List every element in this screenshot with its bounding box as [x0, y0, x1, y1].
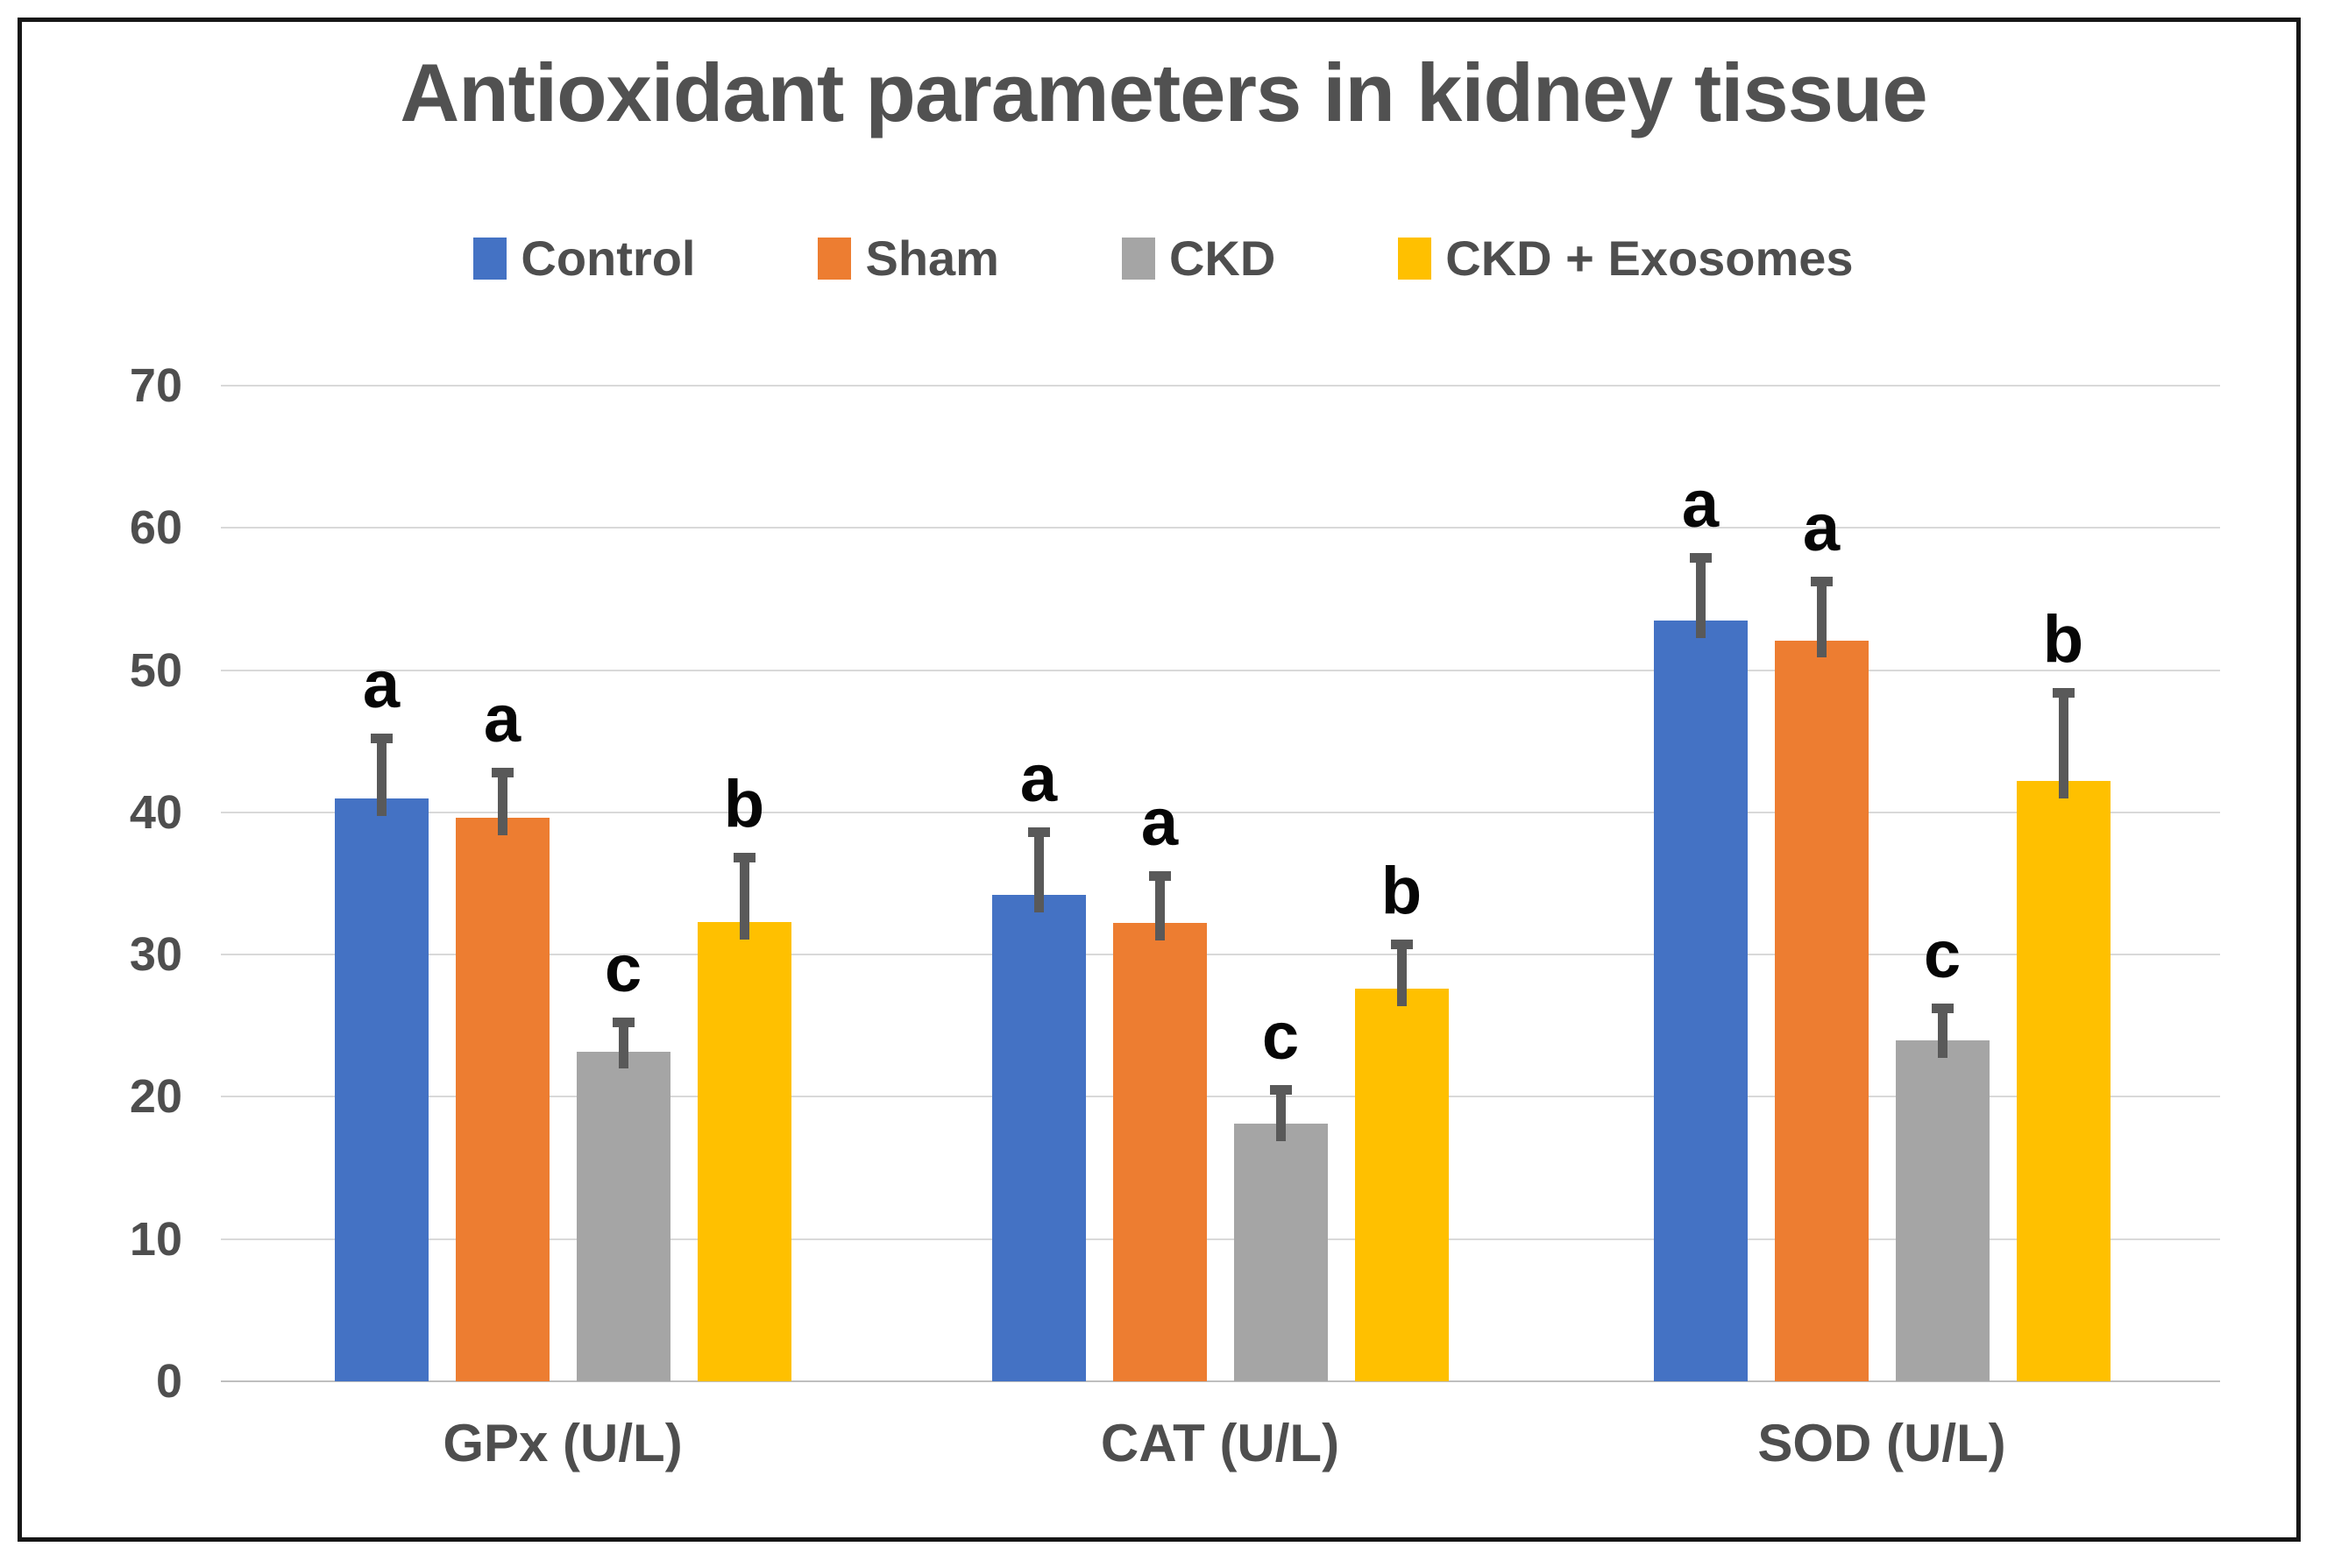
- bar-ckd-exosomes-gpx: [697, 921, 791, 1381]
- error-bar-cap: [1810, 577, 1833, 587]
- gridline-y-60: [221, 527, 2220, 529]
- y-tick-label-30: 30: [129, 928, 182, 982]
- y-tick-label-10: 10: [129, 1212, 182, 1266]
- bar-ckd-exosomes-cat: [1354, 989, 1449, 1381]
- error-bar-line: [739, 861, 749, 940]
- chart-title: Antioxidant parameters in kidney tissue: [400, 46, 1927, 138]
- error-bar-cap: [1269, 1084, 1292, 1095]
- error-bar-line: [376, 741, 387, 816]
- gridline-y-40: [221, 811, 2220, 813]
- bar-control-cat: [991, 894, 1086, 1381]
- category-label-sod: SOD (U/L): [1757, 1414, 2006, 1472]
- y-tick-label-60: 60: [129, 501, 182, 555]
- error-bar-cap: [733, 853, 756, 863]
- y-tick-label-0: 0: [155, 1355, 182, 1408]
- error-bar-cap: [612, 1018, 635, 1028]
- significance-letter: a: [1140, 785, 1179, 861]
- bar-control-gpx: [334, 798, 429, 1381]
- y-tick-label-50: 50: [129, 643, 182, 697]
- legend-swatch-icon: [1398, 237, 1432, 280]
- significance-letter: c: [1923, 918, 1962, 993]
- significance-letter: a: [483, 681, 521, 756]
- legend-label: Sham: [865, 231, 999, 286]
- gridline-y-50: [221, 669, 2220, 671]
- bar-ckd-cat: [1233, 1124, 1328, 1381]
- y-tick-label-40: 40: [129, 785, 182, 839]
- legend-swatch-icon: [473, 237, 507, 280]
- error-bar-line: [1275, 1092, 1286, 1142]
- legend-swatch-icon: [818, 237, 852, 280]
- error-bar-cap: [370, 733, 393, 743]
- error-bar-line: [618, 1025, 628, 1069]
- error-bar-cap: [1027, 827, 1050, 837]
- category-label-gpx: GPx (U/L): [443, 1414, 683, 1472]
- significance-letter: b: [1380, 854, 1422, 929]
- error-bar-line: [497, 775, 507, 836]
- error-bar-cap: [1148, 871, 1171, 882]
- significance-letter: a: [362, 647, 401, 722]
- error-bar-line: [1033, 834, 1044, 912]
- error-bar-line: [1396, 947, 1407, 1007]
- y-tick-label-70: 70: [129, 359, 182, 412]
- legend: Control Sham CKD CKD + Exosomes: [0, 230, 2327, 287]
- bar-sham-sod: [1774, 640, 1869, 1381]
- gridline-y-10: [221, 1238, 2220, 1240]
- legend-item-ckd-exosomes: CKD + Exosomes: [1398, 230, 1854, 287]
- bar-sham-cat: [1112, 923, 1207, 1381]
- x-axis-line: [221, 1380, 2220, 1382]
- plot-area: a a c b a a c b a a c b: [221, 385, 2220, 1382]
- bar-ckd-gpx: [576, 1051, 670, 1381]
- legend-label: Control: [521, 231, 696, 286]
- gridline-y-70: [221, 385, 2220, 387]
- bar-sham-gpx: [455, 818, 550, 1381]
- bar-control-sod: [1653, 620, 1748, 1381]
- significance-letter: a: [1019, 741, 1058, 816]
- error-bar-cap: [1931, 1004, 1954, 1014]
- error-bar-cap: [491, 767, 514, 777]
- category-label-cat: CAT (U/L): [1100, 1414, 1340, 1472]
- error-bar-line: [1937, 1011, 1947, 1058]
- error-bar-line: [2058, 695, 2068, 799]
- significance-letter: a: [1802, 491, 1841, 566]
- legend-item-sham: Sham: [818, 230, 999, 287]
- gridline-y-30: [221, 954, 2220, 956]
- error-bar-cap: [1390, 940, 1413, 950]
- bar-ckd-exosomes-sod: [2016, 781, 2111, 1381]
- error-bar-cap: [1689, 552, 1712, 563]
- error-bar-line: [1154, 879, 1165, 941]
- significance-letter: c: [604, 932, 642, 1007]
- legend-item-control: Control: [473, 230, 695, 287]
- error-bar-line: [1816, 585, 1827, 658]
- bar-ckd-sod: [1895, 1039, 1990, 1381]
- error-bar-line: [1695, 560, 1706, 638]
- significance-letter: a: [1681, 466, 1720, 542]
- legend-label: CKD: [1168, 231, 1276, 286]
- gridline-y-20: [221, 1096, 2220, 1098]
- significance-letter: c: [1261, 998, 1300, 1074]
- legend-swatch-icon: [1121, 237, 1155, 280]
- error-bar-cap: [2052, 687, 2075, 698]
- legend-item-ckd: CKD: [1121, 230, 1276, 287]
- significance-letter: b: [2042, 601, 2084, 677]
- legend-label: CKD + Exosomes: [1445, 231, 1854, 286]
- significance-letter: b: [723, 767, 765, 842]
- y-tick-label-20: 20: [129, 1070, 182, 1124]
